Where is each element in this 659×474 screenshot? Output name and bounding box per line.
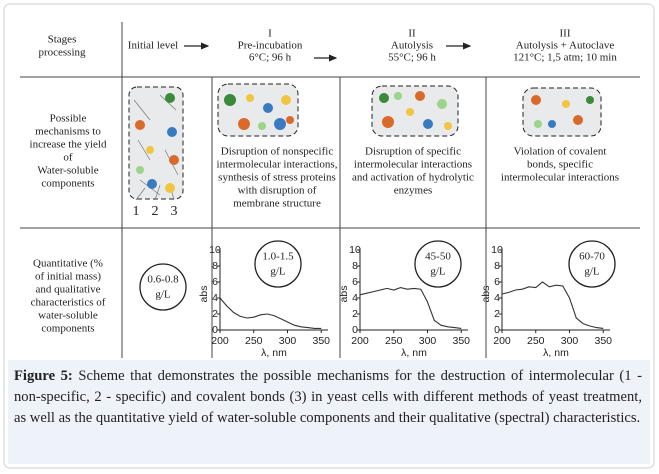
y-tick-label: 2 <box>494 308 500 320</box>
x-tick-label: 300 <box>279 335 297 347</box>
x-axis-label: λ, nm <box>261 347 287 359</box>
x-axis-label: λ, nm <box>543 347 569 359</box>
row-label: components <box>41 323 94 335</box>
y-tick-label: 0 <box>352 324 358 336</box>
y-tick-label: 10 <box>491 244 503 256</box>
yield-value: 0.6-0.8 <box>147 274 179 286</box>
row-label: of initial mass) <box>35 271 101 283</box>
row-label: of <box>63 152 73 164</box>
mechanism-text: intermolecular interactions, <box>217 159 338 171</box>
caption-text: Scheme that demonstrates the possible me… <box>14 368 642 426</box>
y-tick-label: 8 <box>494 260 500 272</box>
mechanism-text: Disruption of specific <box>365 146 461 158</box>
bond-label: 2 <box>152 204 159 219</box>
bond-label: 1 <box>133 204 140 219</box>
x-tick-label: 350 <box>594 335 612 347</box>
y-tick-label: 10 <box>349 244 361 256</box>
x-tick-label: 250 <box>385 335 403 347</box>
y-tick-label: 0 <box>494 324 500 336</box>
cell-illustrations <box>128 83 602 201</box>
y-tick-label: 0 <box>212 324 218 336</box>
yield-circles <box>139 240 616 311</box>
arrows <box>184 42 472 62</box>
stage-header: processing <box>38 47 86 59</box>
y-tick-label: 10 <box>209 244 221 256</box>
y-axis-label: abs <box>480 286 492 303</box>
x-tick-label: 300 <box>561 335 579 347</box>
mechanism-text: synthesis of stress proteins <box>218 172 336 184</box>
stage-title: 121°C; 1,5 atm; 10 min <box>513 52 617 64</box>
x-tick-label: 350 <box>452 335 470 347</box>
row-label: water-soluble <box>38 310 98 322</box>
stage-title: Autolysis + Autoclave <box>516 40 615 52</box>
x-tick-label: 200 <box>351 335 369 347</box>
row-label: mechanisms to <box>35 126 101 138</box>
table-rules <box>20 22 640 358</box>
y-tick-label: 8 <box>352 260 358 272</box>
row-label: increase the yield <box>30 139 107 151</box>
stage-initial: Initial level <box>128 40 178 52</box>
row-label: characteristics of <box>31 297 106 309</box>
mechanism-text: and activation of hydrolytic <box>352 172 474 184</box>
x-tick-label: 250 <box>527 335 545 347</box>
spectrum <box>219 297 322 329</box>
x-tick-label: 200 <box>493 335 511 347</box>
caption-bg <box>8 360 650 464</box>
y-tick-label: 4 <box>212 292 218 304</box>
mechanism-text: bonds, specific <box>527 159 593 171</box>
yield-value: 1.0-1.5 <box>262 251 294 263</box>
bond-label: 3 <box>171 204 178 219</box>
stage-title: III <box>560 28 571 40</box>
spectrum <box>501 281 604 329</box>
stage-title: 55°C; 96 h <box>388 52 436 64</box>
mechanism-text: Disruption of nonspecific <box>221 146 334 158</box>
y-tick-label: 4 <box>352 292 358 304</box>
y-tick-label: 2 <box>212 308 218 320</box>
caption: Figure 5: Scheme that demonstrates the p… <box>14 366 642 429</box>
yield-unit: g/L <box>270 266 286 278</box>
stage-title: II <box>408 28 416 40</box>
row-label: components <box>41 178 94 190</box>
yield-unit: g/L <box>155 289 171 301</box>
caption-label: Figure 5: <box>14 368 73 384</box>
mechanism-text: enzymes <box>394 185 432 197</box>
mechanism-text: intermolecular interactions <box>354 159 472 171</box>
yield-value: 45-50 <box>425 251 451 263</box>
stage-title: I <box>268 28 272 40</box>
y-tick-label: 6 <box>494 276 500 288</box>
row-label: Water-soluble <box>37 165 98 177</box>
y-tick-label: 2 <box>352 308 358 320</box>
x-tick-label: 250 <box>245 335 263 347</box>
mechanism-text: Violation of covalent <box>514 146 607 158</box>
y-tick-label: 6 <box>212 276 218 288</box>
mechanism-text: intermolecular interactions <box>501 172 619 184</box>
row-label: Quantitative (% <box>33 258 103 270</box>
row-label: Possible <box>50 113 87 125</box>
y-tick-label: 6 <box>352 276 358 288</box>
mechanism-text: with disruption of <box>238 185 317 197</box>
stage-header: Stages <box>48 34 77 46</box>
y-tick-label: 8 <box>212 260 218 272</box>
y-axis-label: abs <box>198 286 210 303</box>
yield-unit: g/L <box>584 266 600 278</box>
yield-unit: g/L <box>430 266 446 278</box>
row-label: and qualitative <box>35 284 100 296</box>
x-tick-label: 300 <box>419 335 437 347</box>
x-axis-label: λ, nm <box>401 347 427 359</box>
spectrum <box>359 287 462 329</box>
stage-title: Pre-incubation <box>238 40 303 52</box>
stage-title: Autolysis <box>391 40 433 52</box>
x-tick-label: 350 <box>312 335 330 347</box>
y-axis-label: abs <box>338 286 350 303</box>
x-tick-label: 200 <box>211 335 229 347</box>
y-tick-label: 4 <box>494 292 500 304</box>
mechanism-text: membrane structure <box>233 198 321 210</box>
stage-title: 6°C; 96 h <box>249 52 292 64</box>
yield-value: 60-70 <box>579 251 605 263</box>
